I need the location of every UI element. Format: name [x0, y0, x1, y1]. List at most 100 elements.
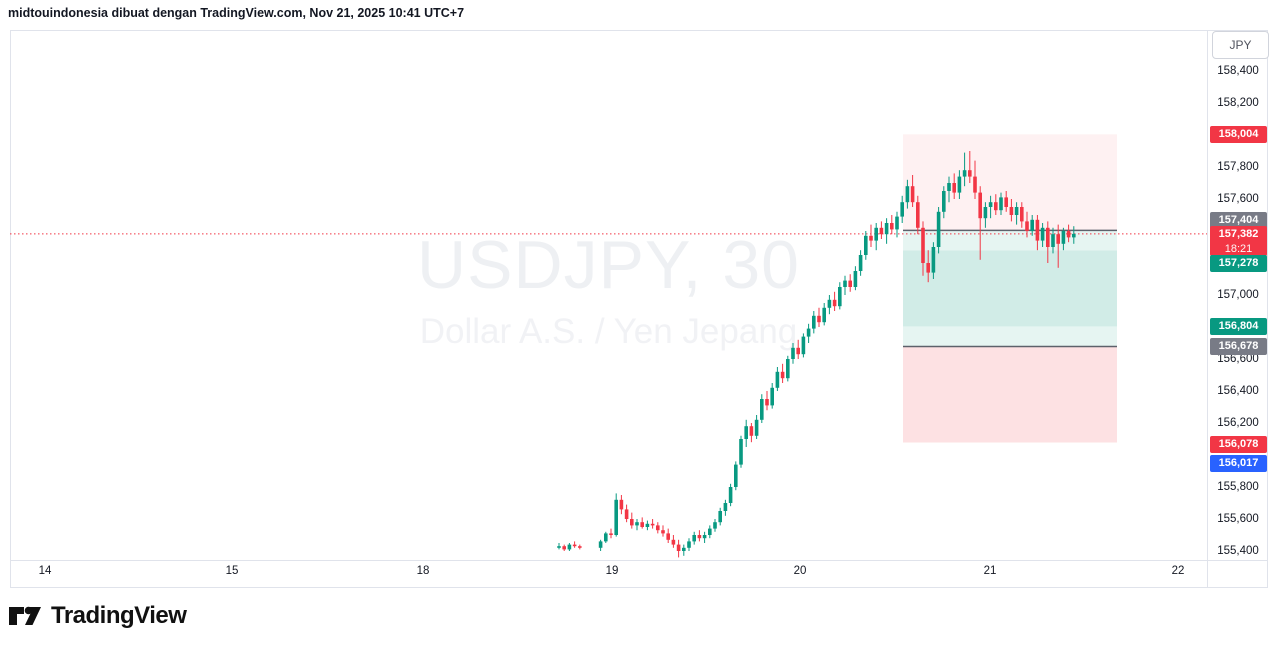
currency-unit-button[interactable]: JPY [1212, 31, 1269, 59]
profit-zones-overlap [903, 250, 1117, 327]
candle-body [614, 499, 618, 535]
long-stop-zone [903, 346, 1117, 443]
price-tick-label: 158,400 [1217, 65, 1259, 77]
candle-body [1051, 234, 1055, 247]
candle-body [666, 533, 670, 540]
candle-body [1072, 233, 1076, 238]
candle-body [1040, 227, 1045, 241]
candle-body [1030, 219, 1034, 231]
candle-body [978, 192, 982, 219]
candle-body [936, 211, 941, 247]
candle-body [661, 530, 665, 534]
candle-body [609, 533, 613, 535]
price-tick-label: 156,600 [1217, 353, 1259, 365]
price-axis-separator [1207, 30, 1208, 588]
candle-body [1020, 207, 1024, 222]
time-tick-label: 22 [1171, 565, 1185, 577]
short-target-price-label: 156,804 [1210, 317, 1267, 335]
candle-body [1066, 231, 1071, 238]
short-entry-price-label: 157,404 [1210, 211, 1267, 229]
candle-body [739, 439, 743, 465]
candle-body [874, 227, 878, 241]
short-stop-zone [903, 134, 1117, 231]
candle-body [645, 523, 650, 527]
candle-body [702, 535, 707, 539]
candle-body [728, 487, 733, 503]
tradingview-logo-text: TradingView [51, 602, 187, 629]
price-tick-label: 156,200 [1217, 417, 1259, 429]
candle-body [916, 202, 920, 228]
candle-body [749, 426, 754, 436]
candle-body [744, 426, 748, 439]
candle-body [910, 186, 915, 203]
time-tick-label: 18 [416, 565, 430, 577]
short-stop-price-label: 158,004 [1210, 125, 1267, 143]
candle-body [754, 419, 759, 436]
candle-body [770, 387, 774, 406]
chart-pane-frame [10, 30, 1268, 588]
candle-body [890, 223, 894, 230]
candle-body [656, 525, 660, 531]
candle-body [832, 299, 837, 307]
candle-body [931, 247, 936, 273]
time-tick-label: 21 [983, 565, 997, 577]
time-tick-label: 19 [605, 565, 619, 577]
price-tick-label: 155,600 [1217, 513, 1259, 525]
candle-body [1009, 207, 1014, 215]
candle-body [572, 544, 577, 547]
time-axis-separator [10, 560, 1268, 561]
candle-body [650, 523, 655, 526]
candle-body [1004, 197, 1008, 207]
price-tick-label: 157,800 [1217, 161, 1259, 173]
tradingview-logo[interactable]: TradingView [8, 601, 187, 631]
candle-body [905, 186, 910, 203]
candle-body [578, 546, 582, 548]
candle-body [624, 509, 629, 519]
candle-body [791, 347, 795, 359]
candle-body [1046, 227, 1050, 247]
long-entry-price-label: 156,678 [1210, 338, 1267, 356]
candle-body [640, 522, 644, 527]
candle-body [1014, 207, 1019, 215]
price-tick-label: 158,200 [1217, 97, 1259, 109]
candle-body [843, 280, 847, 287]
long-stop-price-label: 156,078 [1210, 436, 1267, 454]
price-tick-label: 157,600 [1217, 193, 1259, 205]
candle-body [598, 541, 603, 548]
candle-body [926, 263, 930, 273]
candle-body [822, 307, 826, 323]
candle-body [957, 176, 962, 193]
candle-body [983, 207, 988, 219]
candle-body [734, 464, 738, 487]
blue-price-label: 156,017 [1210, 454, 1267, 472]
candle-body [682, 547, 686, 551]
candle-body [827, 299, 832, 308]
candle-body [838, 287, 842, 307]
price-tick-label: 157,000 [1217, 289, 1259, 301]
long-target-price-label: 157,278 [1210, 255, 1267, 273]
candle-body [900, 202, 904, 217]
candle-body [968, 170, 972, 177]
candle-body [687, 541, 691, 548]
candle-body [806, 328, 811, 337]
candle-body [962, 170, 967, 177]
candle-body [895, 216, 899, 230]
current-price-label: 157,382 18:21 [1210, 225, 1267, 256]
candle-body [812, 315, 816, 329]
candle-body [853, 271, 858, 287]
candle-body [780, 371, 785, 379]
candle-body [999, 197, 1003, 211]
candle-body [718, 511, 722, 523]
candle-body [942, 191, 946, 212]
candle-body [692, 535, 696, 542]
candle-body [1025, 221, 1029, 231]
candle-body [1035, 219, 1040, 241]
tradingview-logo-icon [9, 606, 41, 625]
candle-body [1056, 234, 1060, 244]
candle-body [1061, 231, 1066, 244]
long-profit-zone-lower [903, 326, 1117, 347]
candle-body [988, 202, 993, 207]
candle-body [994, 202, 998, 211]
candle-body [796, 347, 800, 355]
